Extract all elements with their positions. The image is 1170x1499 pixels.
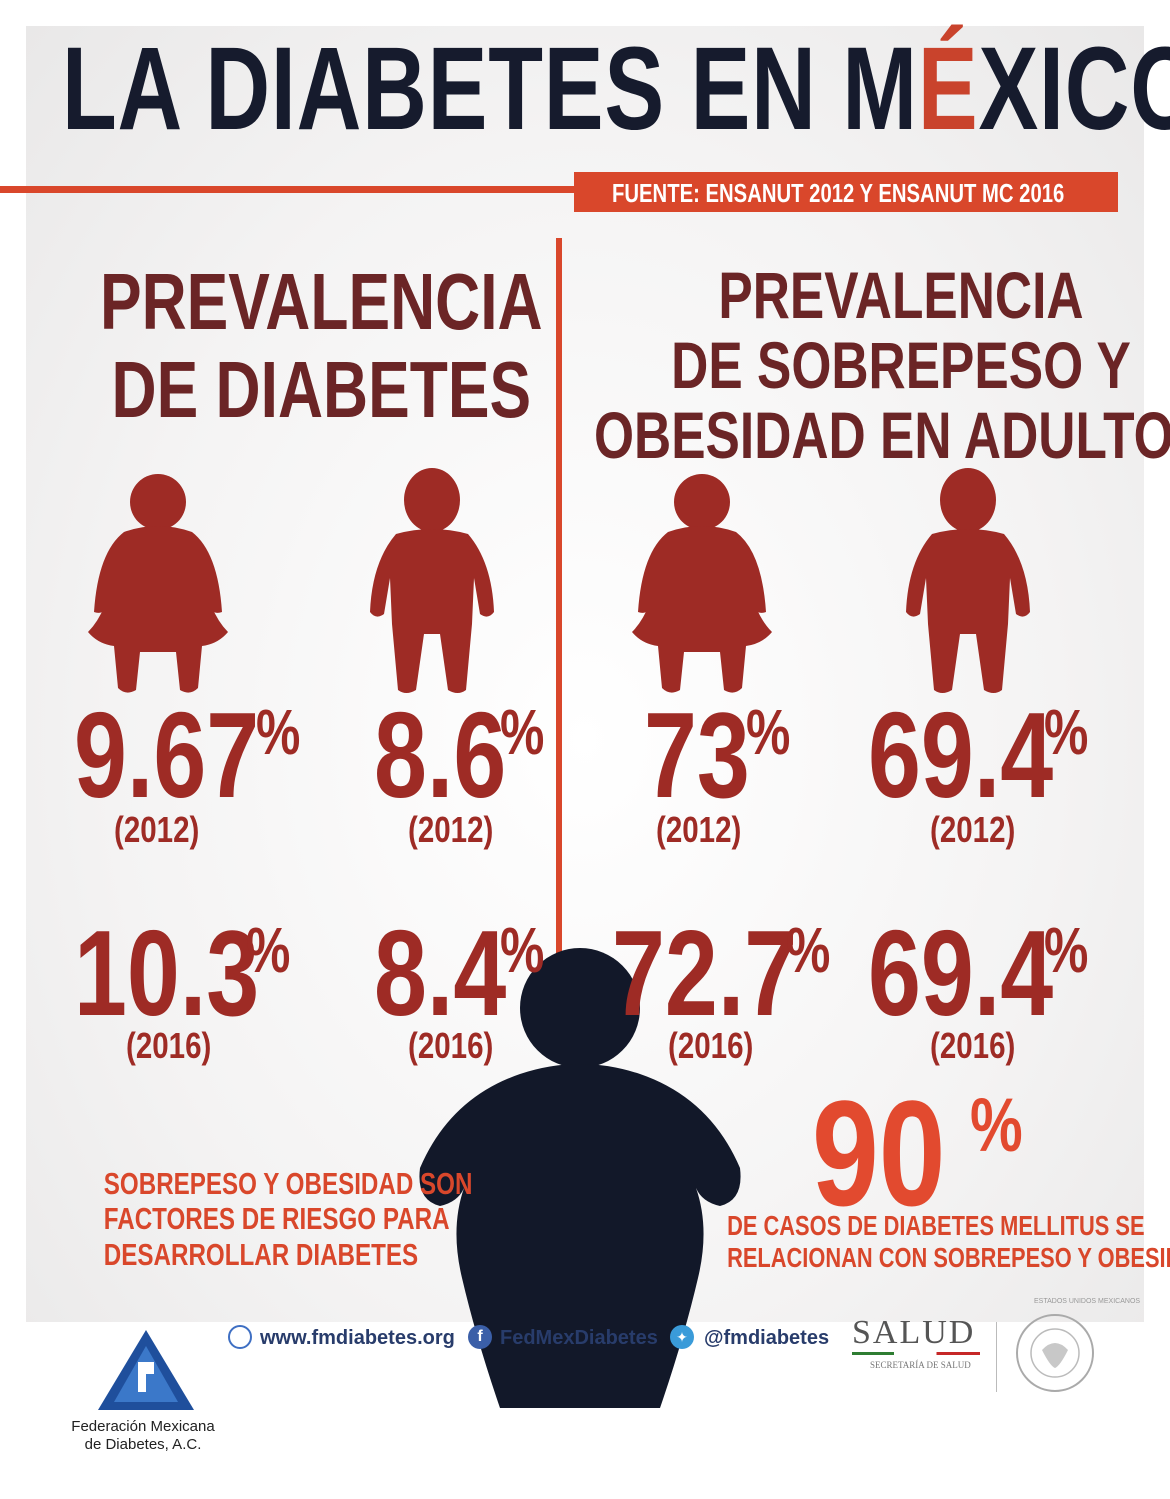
facebook-link[interactable]: FedMexDiabetes bbox=[500, 1327, 658, 1349]
twitter-icon: ✦ bbox=[670, 1325, 694, 1349]
stat-year: (2012) bbox=[408, 809, 494, 850]
stat-unit: % bbox=[746, 696, 791, 768]
right-heading-line1: PREVALENCIA bbox=[718, 258, 1084, 332]
stat-year: (2016) bbox=[126, 1025, 212, 1066]
stat-value: 69.4 bbox=[868, 687, 1054, 823]
risk-note-line3: DESARROLLAR DIABETES bbox=[103, 1236, 419, 1272]
risk-note-line1: SOBREPESO Y OBESIDAD SON bbox=[103, 1166, 473, 1201]
section-divider bbox=[556, 238, 562, 988]
stat-year: (2016) bbox=[668, 1025, 754, 1066]
stat-value: 10.3 bbox=[74, 905, 260, 1041]
fmd-logo bbox=[98, 1330, 194, 1410]
stat-year: (2012) bbox=[656, 809, 742, 850]
stat-unit: % bbox=[500, 696, 545, 768]
stat-value: 73 bbox=[644, 687, 750, 823]
man-icon bbox=[370, 468, 494, 693]
twitter-link[interactable]: @fmdiabetes bbox=[704, 1327, 830, 1349]
highlight-caption: DE CASOS DE DIABETES MELLITUS SE RELACIO… bbox=[680, 1210, 1170, 1274]
highlight-value: 90 bbox=[812, 1069, 946, 1237]
risk-note-line2: FACTORES DE RIESGO PARA bbox=[103, 1201, 450, 1237]
stat-value: 8.4 bbox=[374, 905, 507, 1041]
source-bar bbox=[574, 172, 1118, 212]
salud-subtitle: SECRETARÍA DE SALUD bbox=[870, 1360, 971, 1370]
salud-logo: SALUD bbox=[852, 1314, 976, 1351]
woman-icon bbox=[632, 474, 772, 693]
stat-unit: % bbox=[246, 914, 291, 986]
right-heading-line2: DE SOBREPESO Y bbox=[671, 328, 1131, 402]
facebook-icon: f bbox=[468, 1325, 492, 1349]
left-section-heading: PREVALENCIA DE DIABETES bbox=[100, 262, 543, 430]
right-section-heading: PREVALENCIA DE SOBREPESO Y OBESIDAD EN A… bbox=[594, 262, 1170, 468]
stat-value: 69.4 bbox=[868, 905, 1054, 1041]
highlight-line2: RELACIONAN CON SOBREPESO Y OBESIDAD bbox=[727, 1242, 1170, 1274]
stat-year: (2016) bbox=[408, 1025, 494, 1066]
stat-unit: % bbox=[256, 696, 301, 768]
risk-factor-note: SOBREPESO Y OBESIDAD SON FACTORES DE RIE… bbox=[62, 1166, 473, 1272]
title-accent-letter: É bbox=[917, 23, 979, 155]
woman-icon bbox=[88, 474, 228, 693]
org-line1: Federación Mexicana bbox=[71, 1418, 215, 1435]
highlight-line1: DE CASOS DE DIABETES MELLITUS SE bbox=[727, 1210, 1145, 1241]
page-title: LA DIABETES EN MÉXICO bbox=[62, 30, 1170, 148]
left-heading-line2: DE DIABETES bbox=[111, 345, 532, 434]
mexico-seal bbox=[1016, 1314, 1094, 1392]
source-text: FUENTE: ENSANUT 2012 Y ENSANUT MC 2016 bbox=[612, 178, 1065, 208]
website-link[interactable]: www.fmdiabetes.org bbox=[260, 1327, 455, 1349]
right-heading-line3: OBESIDAD EN ADULTOS bbox=[594, 398, 1170, 472]
title-underline bbox=[0, 186, 580, 193]
stat-value: 8.6 bbox=[374, 687, 507, 823]
org-line2: de Diabetes, A.C. bbox=[84, 1436, 202, 1453]
man-icon bbox=[906, 468, 1030, 693]
stat-unit: % bbox=[1044, 914, 1089, 986]
stat-unit: % bbox=[786, 914, 831, 986]
seal-text: ESTADOS UNIDOS MEXICANOS bbox=[1034, 1298, 1141, 1305]
stat-year: (2012) bbox=[114, 809, 200, 850]
title-part1: LA DIABETES EN M bbox=[62, 23, 918, 155]
title-part2: XICO bbox=[978, 23, 1170, 155]
salud-flag-bar bbox=[852, 1352, 980, 1355]
stat-value: 72.7 bbox=[612, 905, 798, 1041]
stat-year: (2012) bbox=[930, 809, 1016, 850]
highlight-unit: % bbox=[970, 1083, 1023, 1168]
left-heading-line1: PREVALENCIA bbox=[100, 257, 543, 346]
stat-unit: % bbox=[500, 914, 545, 986]
footer-separator bbox=[996, 1322, 997, 1392]
stat-unit: % bbox=[1044, 696, 1089, 768]
globe-icon bbox=[228, 1325, 252, 1349]
stat-year: (2016) bbox=[930, 1025, 1016, 1066]
stat-value: 9.67 bbox=[74, 687, 260, 823]
fmd-name: Federación Mexicana de Diabetes, A.C. bbox=[48, 1418, 238, 1454]
